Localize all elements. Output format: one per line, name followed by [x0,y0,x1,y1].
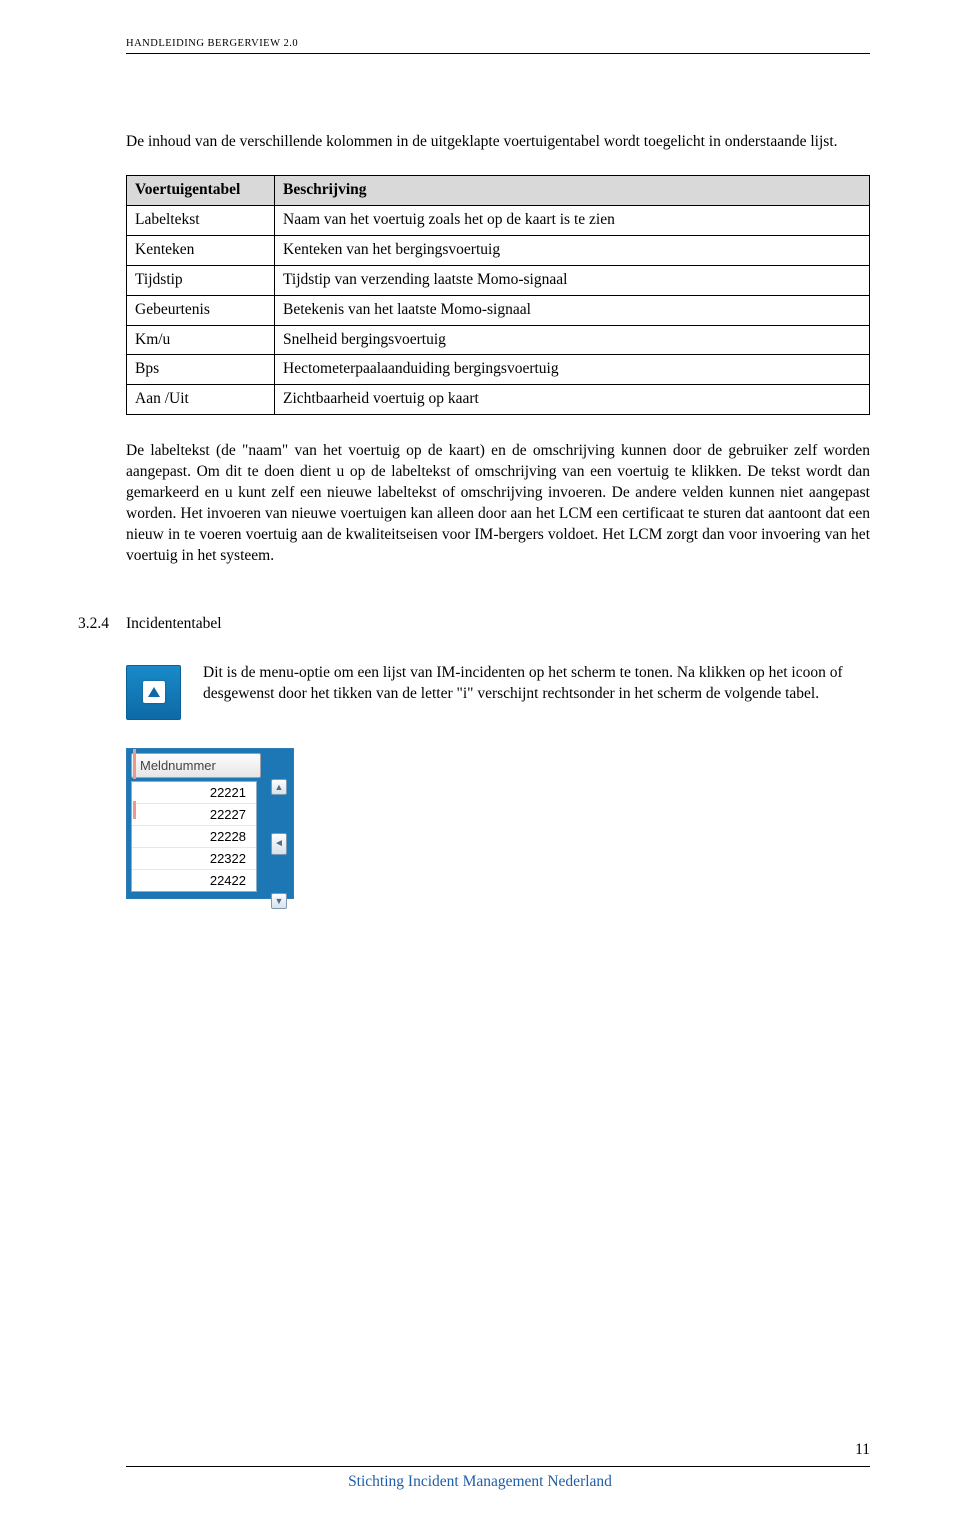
body-paragraph: De labeltekst (de "naam" van het voertui… [126,441,870,567]
table-header-col2: Beschrijving [275,175,870,205]
panel-side-controls: ▲ ◄ ▼ [269,779,289,909]
pink-edge-decor [133,749,136,779]
intro-paragraph: De inhoud van de verschillende kolommen … [126,132,870,153]
cell-desc: Tijdstip van verzending laatste Momo-sig… [275,265,870,295]
cell-desc: Betekenis van het laatste Momo-signaal [275,295,870,325]
cell-label: Km/u [127,325,275,355]
table-header-row: Voertuigentabel Beschrijving [127,175,870,205]
footer-rule [126,1466,870,1467]
cell-desc: Snelheid bergingsvoertuig [275,325,870,355]
table-row: Aan /UitZichtbaarheid voertuig op kaart [127,385,870,415]
cell-label: Gebeurtenis [127,295,275,325]
footer-org: Stichting Incident Management Nederland [0,1473,960,1491]
cell-label: Kenteken [127,235,275,265]
table-row: LabeltekstNaam van het voertuig zoals he… [127,205,870,235]
list-item[interactable]: 22228 [132,826,256,848]
table-row: GebeurtenisBetekenis van het laatste Mom… [127,295,870,325]
collapse-left-icon[interactable]: ◄ [271,833,287,855]
cell-desc: Naam van het voertuig zoals het op de ka… [275,205,870,235]
table-row: KentekenKenteken van het bergingsvoertui… [127,235,870,265]
page: HANDLEIDING BERGERVIEW 2.0 De inhoud van… [0,0,960,1521]
incident-panel: Meldnummer 22221 22227 22228 22322 22422… [126,748,294,899]
header-rule [126,53,870,54]
table-header-col1: Voertuigentabel [127,175,275,205]
incident-list: 22221 22227 22228 22322 22422 [131,781,257,892]
cell-desc: Hectometerpaalaanduiding bergingsvoertui… [275,355,870,385]
cell-desc: Zichtbaarheid voertuig op kaart [275,385,870,415]
cell-desc: Kenteken van het bergingsvoertuig [275,235,870,265]
cell-label: Bps [127,355,275,385]
table-row: TijdstipTijdstip van verzending laatste … [127,265,870,295]
voertuigentabel: Voertuigentabel Beschrijving LabeltekstN… [126,175,870,415]
list-item[interactable]: 22227 [132,804,256,826]
table-row: BpsHectometerpaalaanduiding bergingsvoer… [127,355,870,385]
cell-label: Tijdstip [127,265,275,295]
page-number: 11 [855,1441,870,1459]
section-heading: 3.2.4 Incidententabel [126,615,870,633]
incident-column-header[interactable]: Meldnummer [131,753,261,778]
pink-edge-decor [133,801,136,819]
scroll-up-icon[interactable]: ▲ [271,779,287,795]
list-item[interactable]: 22322 [132,848,256,870]
section-number: 3.2.4 [78,615,126,633]
list-item[interactable]: 22221 [132,782,256,804]
list-item[interactable]: 22422 [132,870,256,891]
icon-with-text: Dit is de menu-optie om een lijst van IM… [126,663,870,720]
icon-description: Dit is de menu-optie om een lijst van IM… [203,663,870,720]
scroll-down-icon[interactable]: ▼ [271,893,287,909]
cell-label: Aan /Uit [127,385,275,415]
triangle-icon [143,681,165,703]
cell-label: Labeltekst [127,205,275,235]
section-title: Incidententabel [126,615,222,633]
incident-menu-icon[interactable] [126,665,181,720]
running-head: HANDLEIDING BERGERVIEW 2.0 [126,38,870,49]
table-row: Km/uSnelheid bergingsvoertuig [127,325,870,355]
